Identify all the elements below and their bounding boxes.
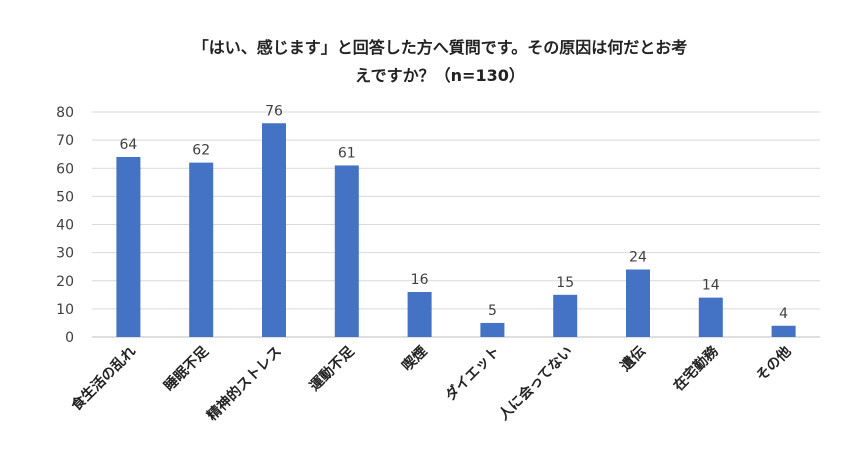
data-label: 15 [556, 275, 574, 291]
x-tick-label: その他 [753, 343, 795, 385]
y-tick-label: 80 [56, 105, 74, 121]
x-tick-label: 食生活の乱れ [68, 343, 139, 414]
data-label: 76 [265, 103, 283, 119]
bar [262, 123, 286, 337]
x-tick-label: 精神的ストレス [204, 343, 285, 424]
bar [189, 162, 214, 337]
data-label: 16 [411, 272, 429, 288]
bar [771, 325, 796, 337]
bar [334, 165, 359, 337]
y-tick-label: 60 [56, 161, 74, 177]
x-tick-label: 喫煙 [399, 343, 431, 375]
data-label: 4 [779, 306, 788, 322]
bar [698, 297, 723, 337]
bar [116, 157, 141, 337]
y-tick-label: 0 [65, 330, 74, 346]
data-label: 62 [192, 143, 210, 159]
chart-title-line-2: えですか？（n=130） [355, 66, 525, 85]
x-tick-label: 在宅勤務 [670, 342, 722, 394]
y-tick-label: 10 [56, 302, 74, 318]
chart-title-line-1: 「はい、感じます」と回答した方へ質問です。その原因は何だとお考 [192, 38, 688, 57]
y-tick-label: 70 [56, 133, 74, 149]
data-label: 5 [488, 303, 497, 319]
y-tick-label: 20 [56, 274, 74, 290]
data-label: 24 [629, 250, 647, 266]
bar [407, 292, 432, 337]
x-tick-label: ダイエット [442, 343, 503, 404]
x-tick-label: 睡眠不足 [161, 343, 213, 395]
data-label: 64 [119, 137, 137, 153]
bar [626, 269, 650, 337]
y-tick-label: 50 [56, 189, 74, 205]
x-tick-label: 人に会ってない [495, 343, 576, 424]
x-tick-label: 運動不足 [306, 342, 358, 394]
bar [553, 294, 578, 337]
y-tick-label: 30 [56, 246, 74, 262]
bar [480, 322, 505, 337]
data-label: 61 [338, 145, 356, 161]
y-tick-label: 40 [56, 218, 74, 234]
data-label: 14 [702, 278, 720, 294]
x-tick-label: 遺伝 [617, 343, 649, 375]
